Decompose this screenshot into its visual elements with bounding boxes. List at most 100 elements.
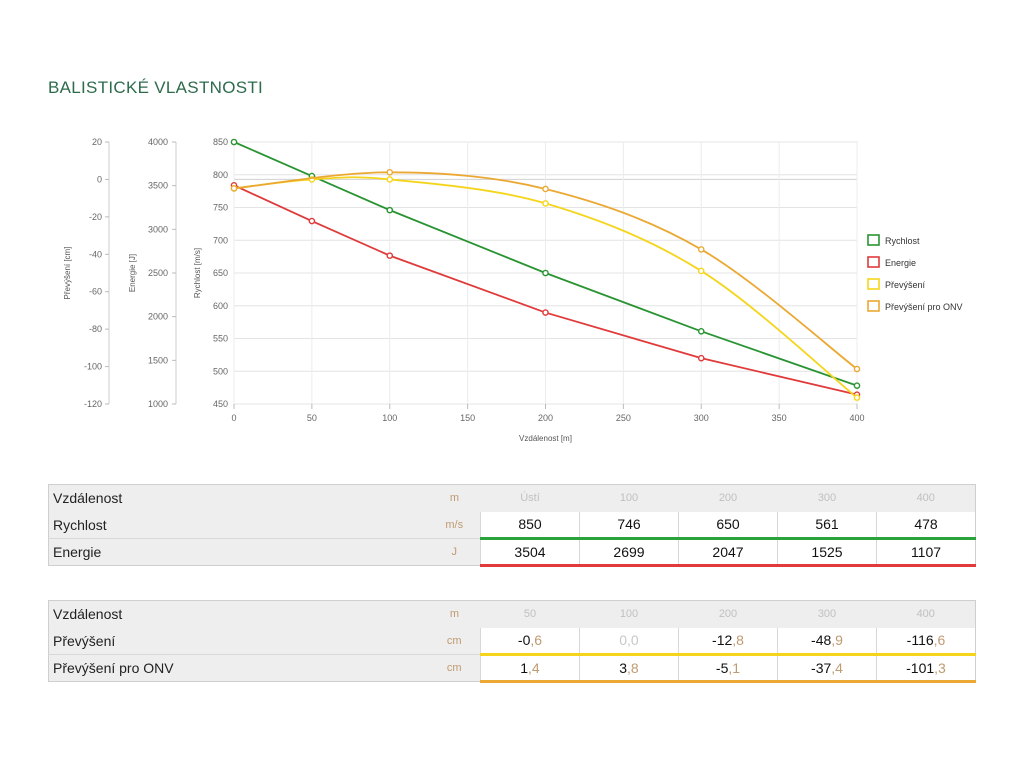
x-tick-label: 250 [616, 413, 631, 423]
header-label: Vzdálenost [48, 484, 429, 512]
row-label: Převýšení pro ONV [48, 654, 429, 682]
y-tick-speed: 550 [213, 334, 228, 344]
table-row: Rychlost m/s 850 746 650 561 478 [48, 511, 976, 540]
y-tick-energy: 3500 [148, 181, 168, 191]
value-cell: 650 [678, 511, 778, 540]
y-tick-speed: 700 [213, 235, 228, 245]
series-point-3 [542, 185, 549, 193]
value-decimal: ,1 [728, 660, 741, 676]
y-tick-speed: 850 [213, 137, 228, 147]
x-axis-title: Vzdálenost [m] [519, 434, 572, 443]
series-point-1 [697, 354, 705, 362]
y-axis-title-drop: Převýšení [cm] [63, 247, 72, 300]
y-tick-speed: 650 [213, 268, 228, 278]
table-row: Převýšení pro ONV cm 1,4 3,8 -5,1 -37,4 -101,3 [48, 654, 976, 683]
y-tick-drop: -100 [84, 362, 102, 372]
value-integer: 478 [914, 516, 938, 533]
y-axis-title-energy: Energie [J] [128, 254, 137, 292]
value-integer: -12 [712, 632, 733, 649]
table-row: Převýšení cm -0,6 0,0 -12,8 -48,9 -116,6 [48, 627, 976, 656]
legend-label: Převýšení pro ONV [885, 302, 963, 312]
series-point-0 [853, 382, 861, 389]
row-unit: m/s [428, 511, 481, 539]
legend-label: Energie [885, 258, 916, 268]
y-tick-drop: 0 [97, 174, 102, 184]
y-tick-speed: 750 [213, 203, 228, 213]
header-distance: 400 [876, 484, 976, 512]
value-decimal: ,6 [530, 632, 543, 649]
value-cell: 850 [480, 511, 580, 540]
value-integer: -0 [517, 632, 531, 649]
value-decimal: ,8 [627, 660, 639, 676]
y-tick-energy: 2000 [148, 312, 168, 322]
value-integer: 1107 [910, 544, 942, 560]
value-decimal: ,9 [831, 632, 843, 649]
y-tick-speed: 450 [213, 399, 228, 409]
legend-swatch [867, 234, 880, 246]
row-unit: cm [428, 627, 481, 655]
value-cell: 478 [876, 511, 976, 540]
series-point-2 [386, 176, 394, 183]
y-tick-speed: 500 [213, 366, 228, 376]
row-label: Energie [48, 538, 429, 566]
y-tick-drop: -60 [89, 287, 102, 297]
y-tick-drop: -20 [89, 212, 102, 222]
y-tick-drop: -80 [89, 324, 102, 334]
header-distance: 300 [777, 600, 877, 628]
series-point-3 [697, 246, 705, 253]
legend-label: Rychlost [885, 236, 920, 246]
y-tick-speed: 800 [213, 170, 228, 180]
x-tick-label: 400 [849, 413, 864, 423]
page-title: BALISTICKÉ VLASTNOSTI [48, 78, 264, 97]
value-integer: 2699 [613, 544, 645, 560]
value-integer: 561 [815, 516, 839, 533]
value-integer: -5 [715, 660, 729, 676]
value-cell: -12,8 [678, 627, 778, 656]
y-tick-drop: -40 [89, 249, 102, 259]
row-unit: J [428, 538, 481, 566]
series-point-0 [386, 206, 394, 214]
value-cell: 1107 [876, 538, 976, 567]
value-cell: -37,4 [777, 654, 877, 683]
y-tick-drop: 20 [92, 137, 102, 147]
y-tick-drop: -120 [84, 399, 102, 409]
y-tick-energy: 1000 [148, 399, 168, 409]
header-distance: 100 [579, 600, 679, 628]
value-decimal: ,0 [627, 632, 639, 649]
value-integer: 2047 [712, 544, 744, 560]
value-cell: -5,1 [678, 654, 778, 683]
value-integer: 1525 [811, 544, 843, 560]
series-point-2 [542, 200, 549, 207]
header-distance: 50 [480, 600, 580, 628]
value-cell: 561 [777, 511, 877, 540]
legend-swatch [867, 300, 880, 312]
value-integer: 850 [518, 516, 542, 533]
value-decimal: ,8 [732, 632, 744, 649]
x-tick-label: 150 [460, 413, 475, 423]
value-integer: 746 [617, 516, 641, 533]
x-tick-label: 100 [382, 413, 397, 423]
series-point-0 [542, 269, 549, 277]
value-integer: 0 [619, 632, 628, 649]
series-line-1 [233, 184, 858, 396]
header-distance: 300 [777, 484, 877, 512]
legend-label: Převýšení [885, 280, 926, 290]
ballistics-table-drop: Vzdálenost m 50 100 200 300 400 Převýšen… [48, 600, 976, 683]
value-integer: 3 [619, 660, 628, 676]
y-tick-energy: 1500 [148, 355, 168, 365]
value-cell: 3504 [480, 538, 580, 567]
header-distance: 400 [876, 600, 976, 628]
y-tick-energy: 4000 [148, 137, 168, 147]
table-header-row: Vzdálenost m 50 100 200 300 400 [48, 600, 976, 628]
value-cell: 1,4 [480, 654, 580, 683]
value-cell: -116,6 [876, 627, 976, 656]
value-cell: 1525 [777, 538, 877, 567]
series-point-3 [853, 365, 861, 373]
value-cell: 746 [579, 511, 679, 540]
table-header-row: Vzdálenost m Ústí 100 200 300 400 [48, 484, 976, 512]
header-distance: 200 [678, 484, 778, 512]
legend-swatch [867, 278, 880, 290]
ballistics-table-speed-energy: Vzdálenost m Ústí 100 200 300 400 Rychlo… [48, 484, 976, 567]
header-distance: 100 [579, 484, 679, 512]
